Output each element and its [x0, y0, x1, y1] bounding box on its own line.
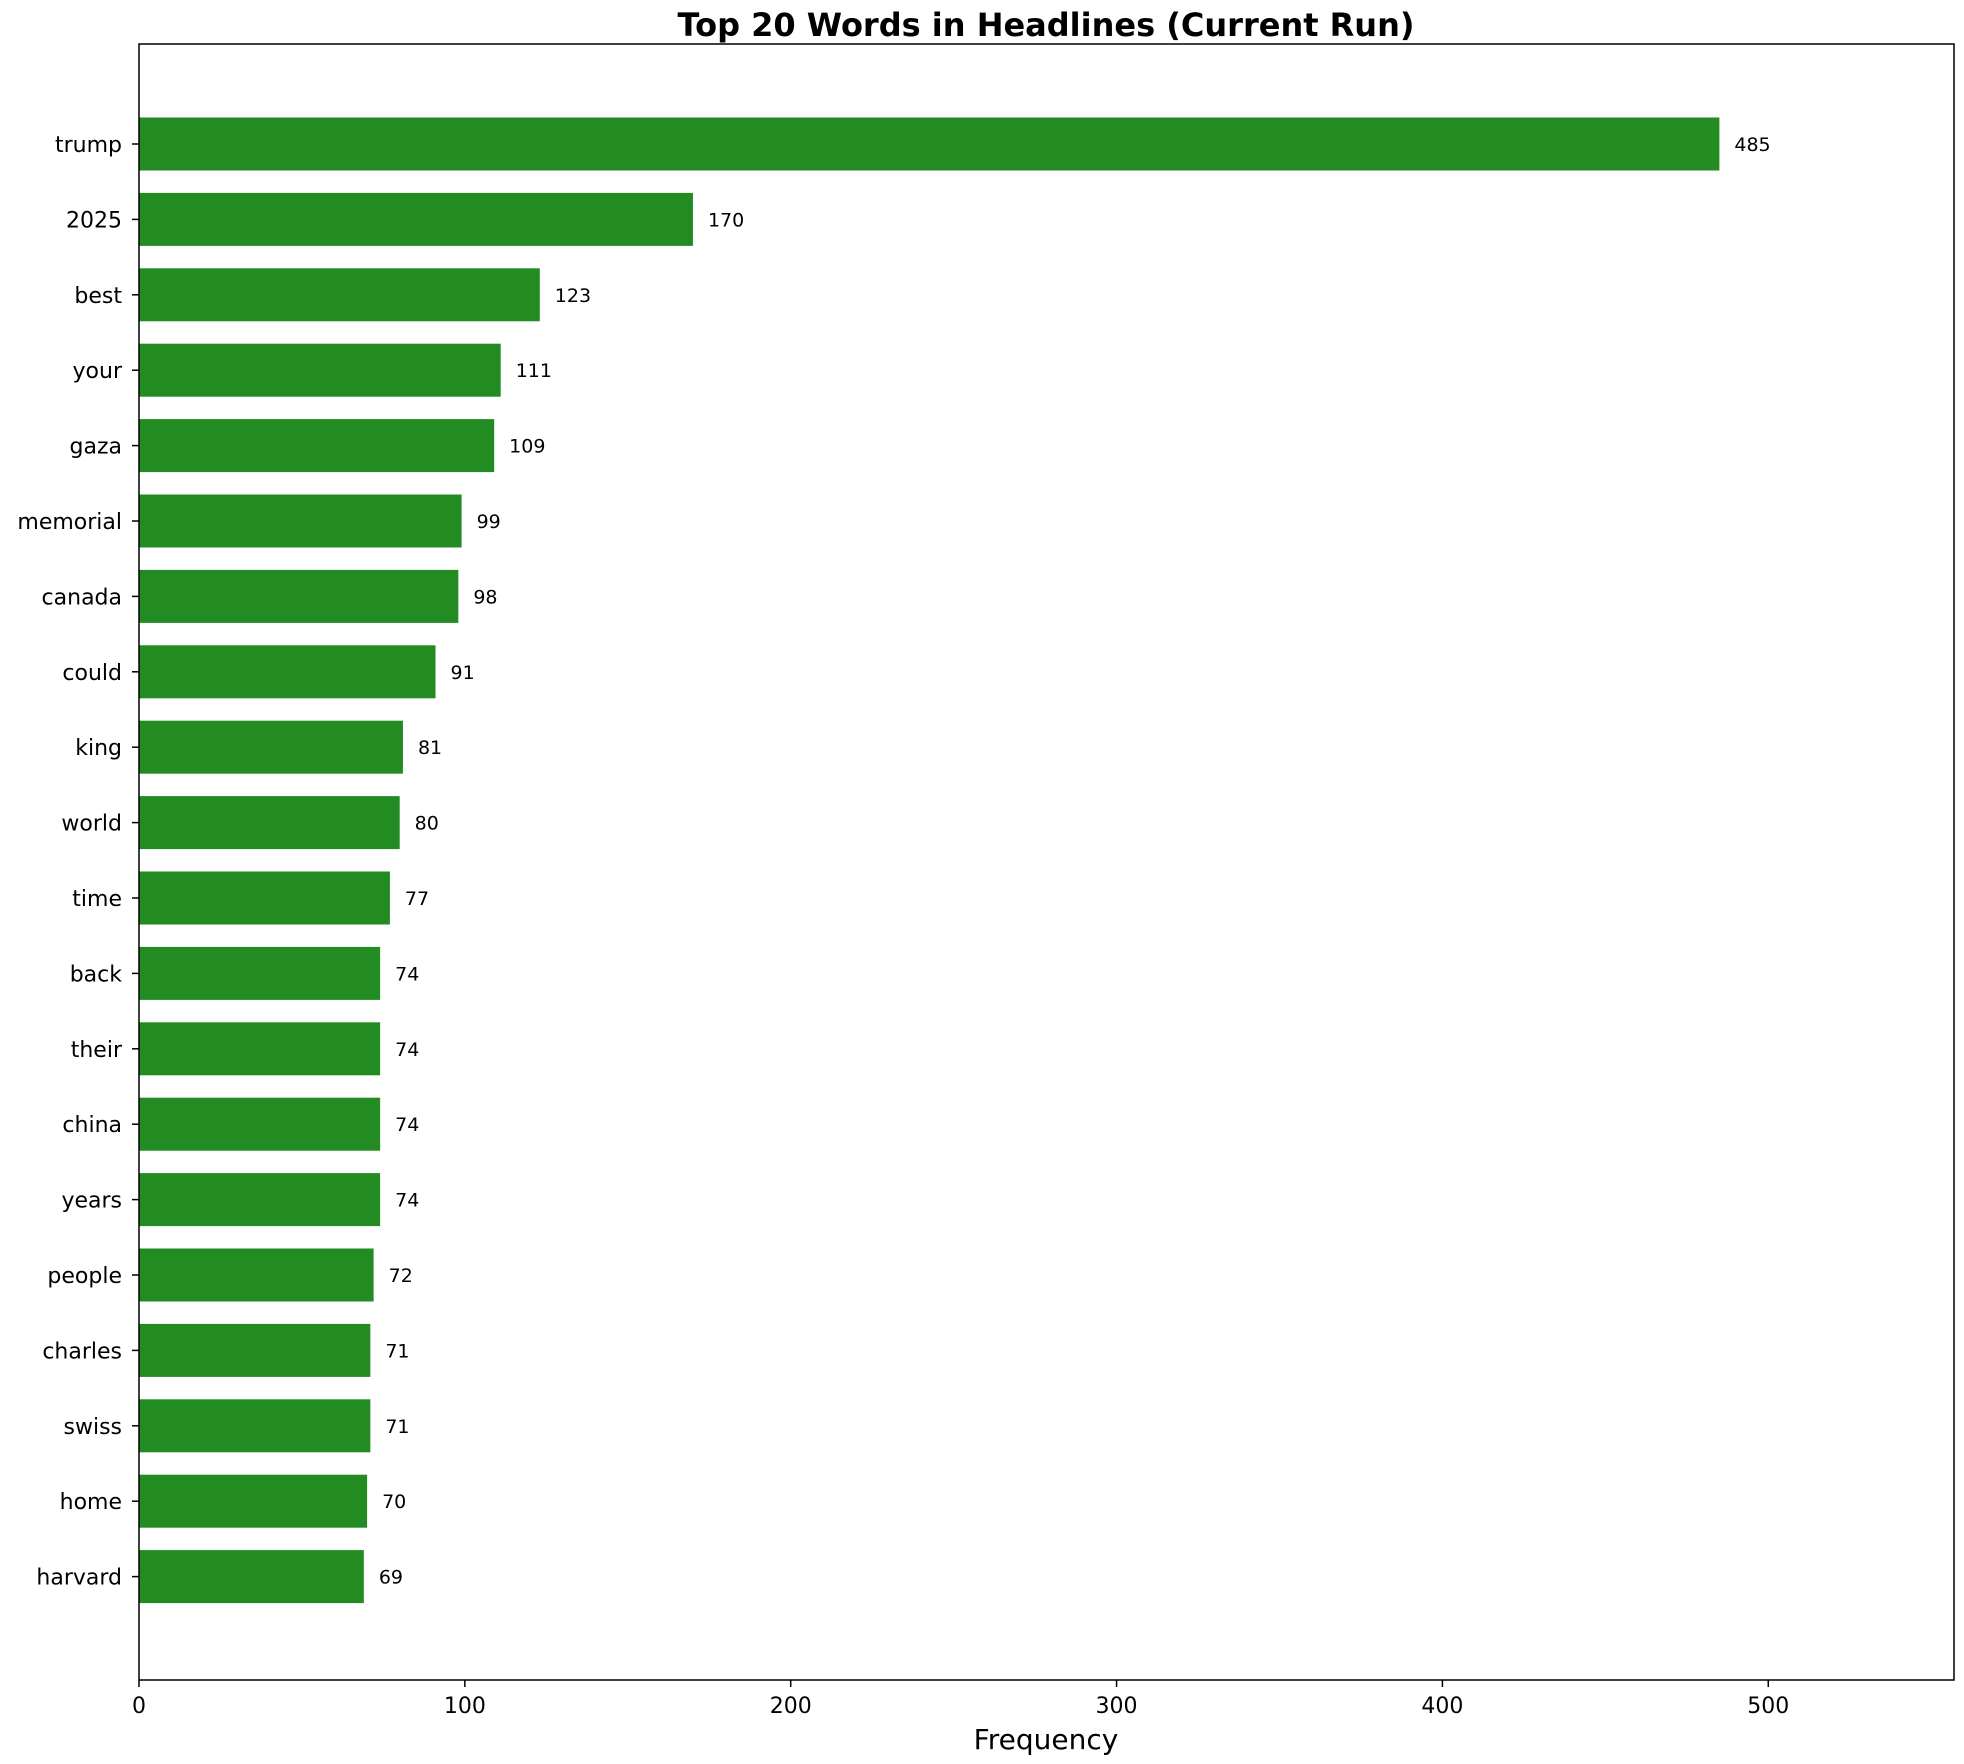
y-tick-label-best: best [74, 284, 122, 309]
bar-could [139, 645, 436, 699]
data-label-home: 70 [382, 1491, 406, 1513]
bars-group [139, 117, 1720, 1604]
data-label-back: 74 [395, 963, 419, 985]
data-label-canada: 98 [473, 586, 497, 608]
bar-trump [139, 117, 1720, 171]
chart-title: Top 20 Words in Headlines (Current Run) [678, 6, 1415, 44]
x-tick-label-400: 400 [1421, 1694, 1463, 1719]
bar-best [139, 268, 540, 322]
bar-harvard [139, 1550, 364, 1604]
y-tick-label-trump: trump [55, 133, 122, 158]
data-label-china: 74 [395, 1114, 419, 1136]
x-tick-label-300: 300 [1096, 1694, 1138, 1719]
bar-charles [139, 1323, 371, 1377]
y-tick-label-their: their [71, 1038, 123, 1063]
data-label-people: 72 [389, 1265, 413, 1287]
bar-gaza [139, 419, 495, 473]
x-tick-label-0: 0 [132, 1694, 146, 1719]
x-axis-label: Frequency [974, 1723, 1119, 1756]
y-tick-label-back: back [70, 962, 123, 987]
bar-world [139, 796, 400, 850]
y-tick-label-gaza: gaza [70, 435, 122, 460]
data-label-trump: 485 [1734, 134, 1770, 156]
x-tick-label-500: 500 [1747, 1694, 1789, 1719]
bar-china [139, 1097, 381, 1151]
data-label-best: 123 [555, 285, 591, 307]
bar-king [139, 720, 403, 774]
bar-canada [139, 569, 459, 623]
bar-back [139, 946, 381, 1000]
bar-home [139, 1474, 368, 1528]
y-tick-label-years: years [61, 1189, 122, 1214]
bar-2025 [139, 192, 693, 246]
data-label-harvard: 69 [379, 1567, 403, 1589]
y-tick-label-harvard: harvard [36, 1566, 122, 1591]
data-label-2025: 170 [708, 209, 744, 231]
bar-years [139, 1173, 381, 1227]
y-tick-label-swiss: swiss [64, 1415, 123, 1440]
y-tick-label-home: home [60, 1490, 122, 1515]
data-label-time: 77 [405, 888, 429, 910]
x-tick-label-200: 200 [770, 1694, 812, 1719]
bar-your [139, 343, 501, 397]
plot-area-frame [138, 43, 1955, 1681]
x-axis-ticks: 0 100 200 300 400 500 [132, 1680, 1789, 1719]
data-labels-group: 485 170 123 111 109 99 98 91 81 80 77 74 74 74 74 72 71 7… [379, 134, 1771, 1589]
bar-their [139, 1022, 381, 1076]
bar-time [139, 871, 390, 925]
y-tick-label-time: time [72, 887, 122, 912]
data-label-your: 111 [516, 360, 552, 382]
y-tick-label-china: china [62, 1113, 122, 1138]
data-label-gaza: 109 [509, 436, 545, 458]
data-label-swiss: 71 [385, 1416, 409, 1438]
data-label-world: 80 [415, 813, 439, 835]
bar-swiss [139, 1399, 371, 1453]
y-tick-label-memorial: memorial [17, 510, 122, 535]
data-label-king: 81 [418, 737, 442, 759]
data-label-could: 91 [451, 662, 475, 684]
y-tick-label-canada: canada [42, 585, 122, 610]
y-tick-label-charles: charles [42, 1339, 122, 1364]
x-tick-label-100: 100 [444, 1694, 486, 1719]
y-tick-label-your: your [73, 359, 123, 384]
data-label-memorial: 99 [477, 511, 501, 533]
y-tick-label-could: could [62, 661, 122, 686]
y-axis-ticks: trump 2025 best your gaza memorial canada could… [17, 133, 139, 1591]
y-tick-label-2025: 2025 [66, 208, 122, 233]
y-tick-label-people: people [47, 1264, 122, 1289]
data-label-years: 74 [395, 1190, 419, 1212]
y-tick-label-world: world [61, 812, 122, 837]
bar-people [139, 1248, 374, 1302]
data-label-charles: 71 [385, 1340, 409, 1362]
bar-memorial [139, 494, 462, 548]
data-label-their: 74 [395, 1039, 419, 1061]
y-tick-label-king: king [75, 736, 122, 761]
